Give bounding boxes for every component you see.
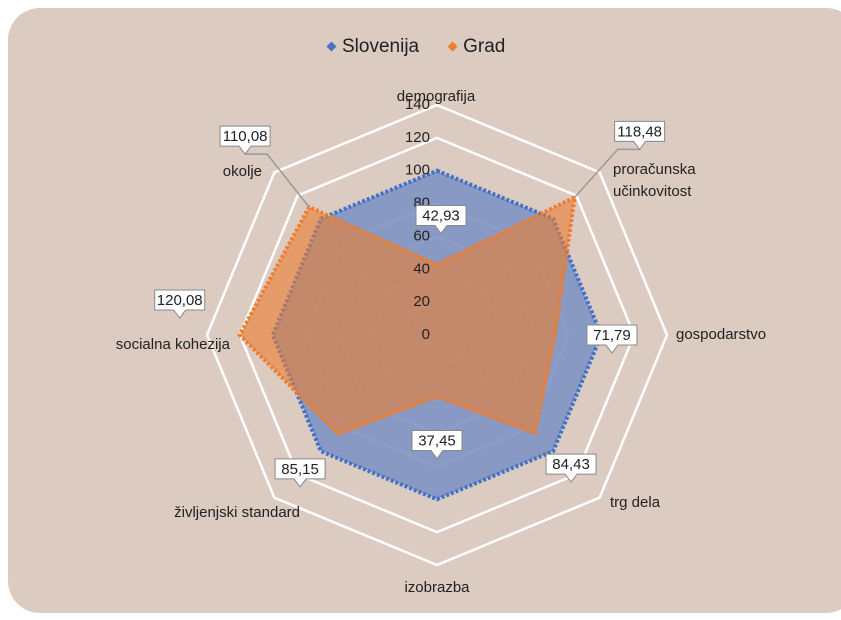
- series-area: [237, 193, 578, 437]
- leader-line: [574, 148, 640, 198]
- data-label: 84,43: [552, 456, 590, 473]
- category-label: socialna kohezija: [115, 336, 230, 353]
- category-label: življenjski standard: [174, 504, 300, 521]
- tick-label: 120: [405, 129, 430, 146]
- label-box: [219, 125, 271, 155]
- label-box: [586, 324, 638, 354]
- grid-ring: [238, 136, 636, 534]
- category-label: izobrazba: [404, 579, 470, 596]
- data-label: 85,15: [281, 461, 319, 478]
- category-label: demografija: [396, 88, 476, 105]
- grid-ring: [205, 103, 669, 567]
- label-box: [415, 204, 467, 235]
- label-box: [274, 458, 326, 488]
- data-label: 37,45: [418, 432, 456, 449]
- label-box: [411, 430, 463, 460]
- legend-label: Slovenija: [342, 36, 420, 57]
- tick-label: 40: [413, 260, 430, 277]
- label-box: [614, 120, 666, 151]
- label-box: [154, 289, 206, 319]
- category-label: gospodarstvo: [676, 326, 767, 343]
- data-label: 71,79: [593, 327, 631, 344]
- data-label: 110,08: [223, 128, 268, 145]
- data-label: 118,48: [617, 123, 662, 140]
- legend-label: Grad: [463, 36, 505, 57]
- category-label: okolje: [222, 163, 262, 180]
- tick-label: 100: [405, 162, 430, 179]
- category-label: trg dela: [610, 494, 661, 511]
- tick-label: 140: [405, 96, 430, 113]
- leader-line: [245, 153, 310, 208]
- data-label: 120,08: [157, 292, 203, 309]
- label-box: [545, 453, 597, 483]
- data-label: 42,93: [422, 207, 460, 224]
- tick-label: 20: [413, 293, 430, 310]
- tick-label: 0: [422, 326, 430, 343]
- category-label: proračunska učinkovitost: [613, 161, 696, 200]
- tick-label: 60: [413, 227, 430, 244]
